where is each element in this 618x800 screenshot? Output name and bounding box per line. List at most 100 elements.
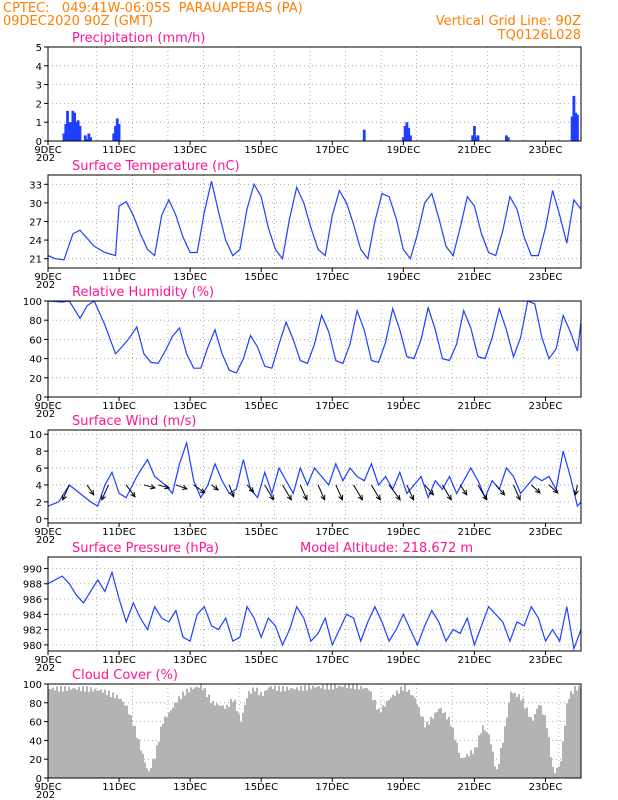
x-tick-label: 11DEC <box>102 272 136 283</box>
cloud-cover-column <box>576 690 578 778</box>
cloud-cover-column <box>446 719 448 778</box>
wind-arrow-head <box>482 494 488 501</box>
model-altitude-label: Model Altitude: 218.672 m <box>300 541 473 556</box>
cloud-cover-column <box>194 687 196 778</box>
cloud-cover-column <box>440 708 442 778</box>
cloud-cover-column <box>536 708 538 778</box>
cloud-cover-column <box>562 741 564 778</box>
cloud-cover-column <box>442 713 444 778</box>
cloud-cover-column <box>254 691 256 778</box>
cloud-cover-column <box>210 703 212 778</box>
precip-bar <box>574 112 578 141</box>
cloud-cover-column <box>408 689 410 778</box>
panel-data <box>48 570 581 651</box>
cloud-cover-column <box>452 727 454 778</box>
wind-arrow <box>530 484 541 494</box>
cloud-cover-column <box>92 691 94 778</box>
precip-bar <box>474 137 478 141</box>
precip-bar <box>71 110 75 141</box>
x-tick-label: 19DEC <box>386 145 420 156</box>
cloud-cover-column <box>304 685 306 778</box>
wind-arrow <box>335 484 343 501</box>
cloud-cover-column <box>192 689 194 778</box>
wind-arrow <box>143 484 156 489</box>
wind-arrow-head <box>199 488 206 494</box>
cloud-cover-column <box>264 690 266 778</box>
cloud-cover-column <box>410 695 412 778</box>
cloud-cover-column <box>338 685 340 778</box>
panel-title: Cloud Cover (%) <box>72 668 178 683</box>
cloud-cover-column <box>74 688 76 778</box>
cloud-cover-column <box>224 708 226 778</box>
wind-arrow <box>477 484 488 501</box>
cloud-cover-column <box>100 689 102 778</box>
cloud-cover-column <box>472 754 474 778</box>
wind-arrow <box>513 484 521 501</box>
cloud-cover-column <box>346 687 348 778</box>
wind-arrow-head <box>535 488 541 494</box>
cloud-cover-column <box>324 689 326 778</box>
cloud-cover-column <box>528 716 530 778</box>
wind-arrow <box>388 484 401 501</box>
x-tick-label: 15DEC <box>244 145 278 156</box>
cloud-cover-column <box>558 766 560 778</box>
wind-arrow <box>548 484 559 494</box>
cloud-cover-column <box>236 711 238 778</box>
x-tick-label: 19DEC <box>386 782 420 793</box>
cloud-cover-column <box>202 690 204 778</box>
wind-arrow-head <box>499 489 506 496</box>
wind-arrow <box>62 484 70 501</box>
cloud-cover-column <box>488 734 490 778</box>
panel-frame <box>47 429 582 524</box>
panel-1: 21 24 27 30 33 9DEC 11DEC 13DEC 15DEC 17DEC 19DEC 2… <box>29 159 582 291</box>
x-tick-label: 17DEC <box>315 401 349 412</box>
wind-arrow <box>228 484 235 498</box>
series-line <box>48 440 581 508</box>
cloud-cover-column <box>572 694 574 778</box>
panel-title: Relative Humidity (%) <box>72 285 214 300</box>
cloud-cover-column <box>526 707 528 778</box>
cloud-cover-column <box>172 707 174 778</box>
panel-data <box>62 95 579 141</box>
y-tick-label: 10 <box>29 430 42 441</box>
wind-arrow <box>264 484 274 501</box>
cloud-cover-column <box>298 690 300 778</box>
precip-bar <box>504 135 508 141</box>
cloud-cover-column <box>104 689 106 778</box>
wind-arrow <box>441 484 452 501</box>
cloud-cover-column <box>350 688 352 778</box>
cloud-cover-column <box>368 690 370 778</box>
cloud-cover-column <box>310 689 312 778</box>
x-tick-label: 9DEC <box>34 272 61 283</box>
cloud-cover-column <box>326 684 328 778</box>
cloud-cover-column <box>230 698 232 778</box>
cloud-cover-column <box>282 686 284 778</box>
precip-bar <box>62 133 66 141</box>
cloud-cover-column <box>260 691 262 778</box>
wind-arrow <box>193 484 205 494</box>
y-tick-label: 982 <box>23 626 42 637</box>
wind-arrow-head <box>164 484 171 490</box>
cloud-cover-column <box>478 735 480 778</box>
cloud-cover-column <box>392 694 394 778</box>
cloud-cover-column <box>184 695 186 778</box>
cloud-cover-column <box>378 708 380 778</box>
cloud-cover-column <box>546 728 548 778</box>
cloud-cover-column <box>78 686 80 778</box>
cloud-cover-column <box>556 767 558 778</box>
cloud-cover-column <box>262 696 264 778</box>
wind-arrow <box>86 484 95 496</box>
cloud-cover-column <box>130 715 132 778</box>
cloud-cover-column <box>232 701 234 778</box>
cloud-cover-column <box>112 692 114 778</box>
cloud-cover-column <box>492 751 494 778</box>
cloud-cover-column <box>102 692 104 778</box>
cloud-cover-column <box>94 688 96 778</box>
year-label: 202 <box>36 409 55 420</box>
x-tick-label: 19DEC <box>386 527 420 538</box>
cloud-cover-column <box>538 704 540 778</box>
cloud-cover-column <box>156 745 158 778</box>
header-grid-line: Vertical Grid Line: 90Z <box>435 14 581 29</box>
x-tick-label: 19DEC <box>386 401 420 412</box>
